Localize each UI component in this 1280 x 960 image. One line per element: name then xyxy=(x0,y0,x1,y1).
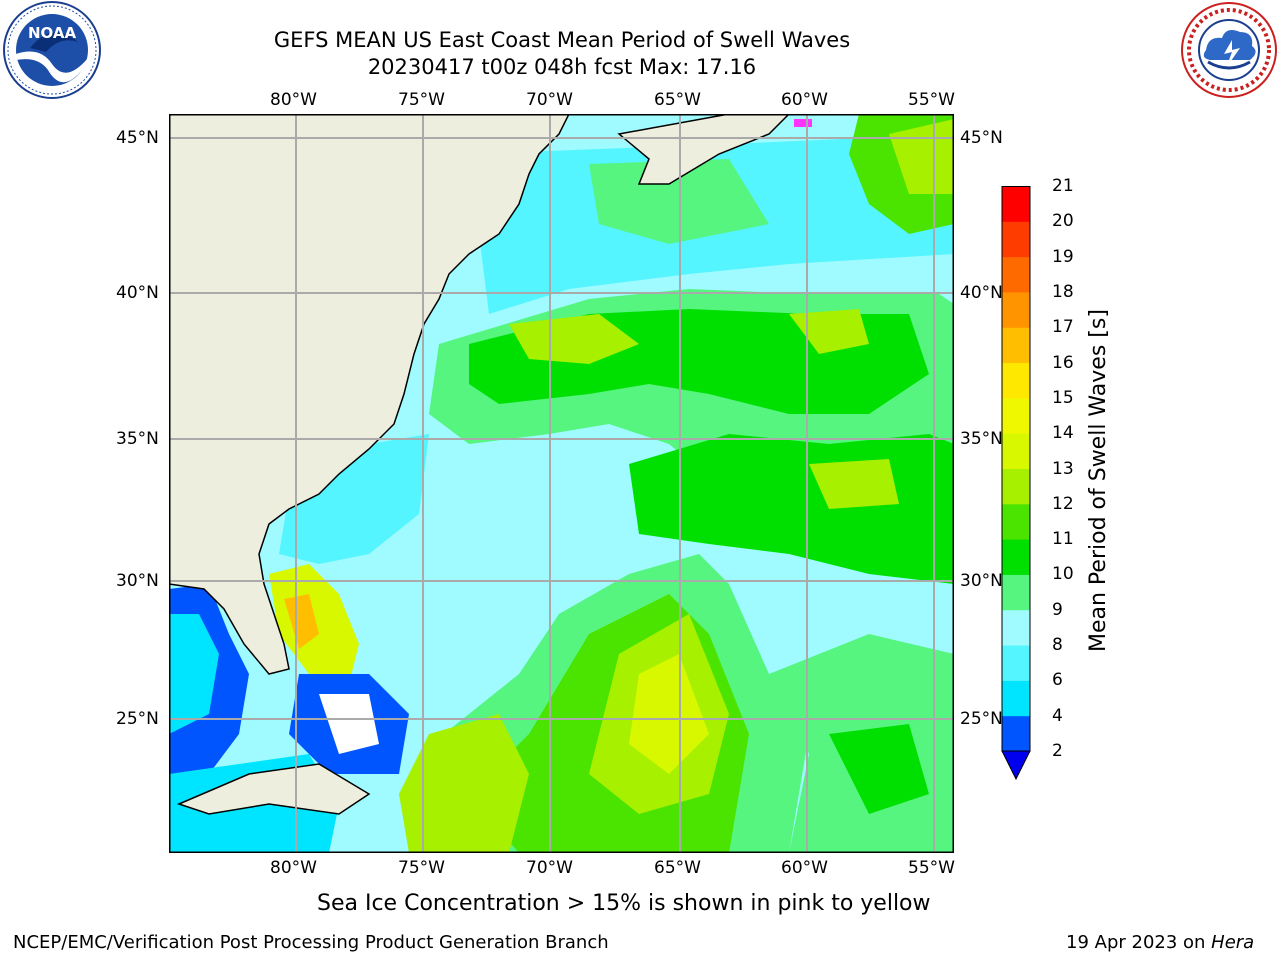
lat-label-right-35n: 35°N xyxy=(960,429,1003,449)
colorbar-swatch xyxy=(1002,397,1030,434)
lat-label-right-45n: 45°N xyxy=(960,128,1003,148)
lon-label-bottom-60w: 60°W xyxy=(781,858,828,878)
colorbar-tick-label: 16 xyxy=(1052,352,1074,373)
colorbar-swatch xyxy=(1002,574,1030,611)
footer-right: 19 Apr 2023 on Hera xyxy=(1066,932,1254,954)
colorbar-tick-label: 9 xyxy=(1052,599,1063,620)
footer-host: Hera xyxy=(1211,932,1255,953)
colorbar-extend-arrow xyxy=(1001,750,1031,781)
colorbar-tick-label: 11 xyxy=(1052,529,1074,550)
map-panel xyxy=(169,114,954,853)
lon-label-top-65w: 65°W xyxy=(654,90,701,110)
lat-label-left-45n: 45°N xyxy=(116,128,159,148)
colorbar-swatch xyxy=(1002,291,1030,328)
lon-label-bottom-75w: 75°W xyxy=(398,858,445,878)
colorbar-tick-label: 15 xyxy=(1052,387,1074,408)
lon-label-bottom-80w: 80°W xyxy=(270,858,317,878)
colorbar-tick-label: 12 xyxy=(1052,493,1074,514)
colorbar xyxy=(1000,186,1040,786)
lat-label-right-40n: 40°N xyxy=(960,283,1003,303)
colorbar-swatch xyxy=(1002,362,1030,399)
lon-label-bottom-70w: 70°W xyxy=(526,858,573,878)
lat-label-left-25n: 25°N xyxy=(116,709,159,729)
colorbar-tick-label: 17 xyxy=(1052,317,1074,338)
lon-label-bottom-65w: 65°W xyxy=(654,858,701,878)
colorbar-tick-label: 21 xyxy=(1052,176,1074,196)
lon-label-top-55w: 55°W xyxy=(908,90,955,110)
colorbar-tick-label: 19 xyxy=(1052,246,1074,267)
colorbar-tick-label: 6 xyxy=(1052,670,1063,691)
colorbar-swatch xyxy=(1002,503,1030,540)
colorbar-swatch xyxy=(1002,256,1030,293)
lon-label-top-75w: 75°W xyxy=(398,90,445,110)
colorbar-swatch xyxy=(1002,609,1030,646)
colorbar-swatch xyxy=(1002,715,1030,752)
colorbar-swatch xyxy=(1002,186,1030,222)
chart-subtitle: 20230417 t00z 048h fcst Max: 17.16 xyxy=(367,55,757,79)
nws-logo xyxy=(1178,0,1280,100)
colorbar-ticks: 2 4 6 8 9 10 11 12 13 14 15 16 17 18 19 20 21 xyxy=(1044,170,1104,780)
colorbar-swatch xyxy=(1002,539,1030,575)
colorbar-tick-label: 20 xyxy=(1052,211,1074,232)
colorbar-tick-label: 14 xyxy=(1052,423,1074,444)
colorbar-outline xyxy=(1001,186,1031,752)
colorbar-swatch xyxy=(1002,433,1030,469)
colorbar-swatch xyxy=(1002,645,1030,681)
colorbar-tick-label: 18 xyxy=(1052,281,1074,302)
colorbar-tick-label: 8 xyxy=(1052,635,1063,656)
lat-label-right-25n: 25°N xyxy=(960,709,1003,729)
lat-label-left-35n: 35°N xyxy=(116,429,159,449)
colorbar-swatch xyxy=(1002,327,1030,364)
noaa-logo-text: NOAA xyxy=(28,24,77,42)
footer-left: NCEP/EMC/Verification Post Processing Pr… xyxy=(13,932,609,953)
colorbar-swatch xyxy=(1002,221,1030,258)
lon-label-bottom-55w: 55°W xyxy=(908,858,955,878)
lat-label-left-30n: 30°N xyxy=(116,571,159,591)
chart-title: GEFS MEAN US East Coast Mean Period of S… xyxy=(273,28,851,52)
colorbar-tick-label: 2 xyxy=(1052,741,1063,761)
lon-label-top-70w: 70°W xyxy=(526,90,573,110)
swell-period-map xyxy=(169,114,954,853)
footer-date: 19 Apr 2023 on xyxy=(1066,932,1212,953)
lon-label-top-80w: 80°W xyxy=(270,90,317,110)
colorbar-tick-label: 10 xyxy=(1052,564,1074,585)
lat-label-right-30n: 30°N xyxy=(960,571,1003,591)
lon-label-top-60w: 60°W xyxy=(781,90,828,110)
colorbar-tick-label: 13 xyxy=(1052,458,1074,479)
colorbar-swatch xyxy=(1002,468,1030,505)
noaa-logo: NOAA xyxy=(0,0,104,100)
lat-label-left-40n: 40°N xyxy=(116,283,159,303)
sea-ice-note: Sea Ice Concentration > 15% is shown in … xyxy=(317,891,931,916)
colorbar-tick-label: 4 xyxy=(1052,705,1063,726)
colorbar-label: Mean Period of Swell Waves [s] xyxy=(1086,309,1111,652)
colorbar-swatch xyxy=(1002,680,1030,717)
colorbar-swatches xyxy=(1001,186,1031,781)
